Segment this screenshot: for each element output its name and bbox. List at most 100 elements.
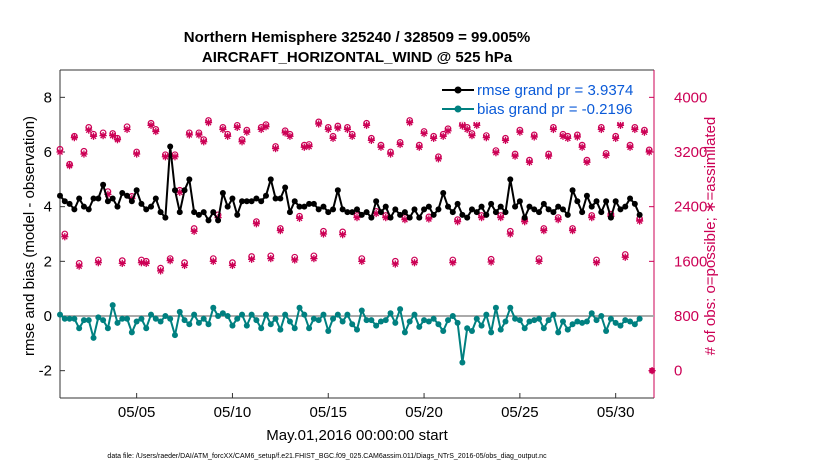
obs-assimilated-point (648, 367, 656, 375)
asterisk-stroke (612, 135, 619, 142)
asterisk-stroke (57, 149, 63, 155)
obs-assimilated-point (434, 155, 443, 163)
x-tick-label: 05/30 (597, 404, 635, 421)
bias-point (128, 329, 135, 336)
asterisk-stroke (243, 129, 250, 136)
legend: rmse grand pr = 3.9374 bias grand pr = -… (438, 78, 648, 122)
asterisk-stroke (71, 134, 78, 141)
asterisk-stroke (124, 126, 131, 133)
obs-assimilated-point (324, 125, 332, 134)
obs-assimilated-point (276, 226, 284, 235)
asterisk-stroke (425, 215, 432, 222)
obs-assimilated-point (252, 220, 261, 228)
obs-assimilated-point (497, 214, 505, 222)
obs-assimilated-point (142, 259, 150, 267)
rmse-point (449, 209, 456, 216)
rmse-point (593, 198, 600, 205)
rmse-point (502, 209, 509, 216)
bias-point (176, 308, 183, 315)
asterisk-stroke (133, 151, 140, 158)
bias-point (152, 315, 159, 322)
rmse-point (325, 209, 332, 216)
y-tick-label-right: 2400 (674, 199, 707, 216)
rmse-point (282, 184, 289, 191)
asterisk-stroke (229, 262, 236, 269)
bias-point (157, 318, 164, 325)
bias-point (373, 322, 380, 329)
rmse-point (186, 176, 193, 183)
rmse-point (521, 214, 528, 221)
rmse-point (128, 198, 135, 205)
bias-point (603, 328, 610, 335)
rmse-point (579, 209, 586, 216)
asterisk-stroke (186, 131, 193, 138)
bias-point (430, 315, 437, 322)
asterisk-stroke (349, 133, 356, 140)
obs-assimilated-point (65, 162, 74, 170)
rmse-point (171, 187, 178, 194)
bias-point (598, 313, 605, 319)
asterisk-stroke (344, 126, 351, 133)
asterisk-stroke (555, 216, 562, 223)
asterisk-stroke (272, 145, 279, 152)
rmse-point (622, 203, 629, 210)
obs-assimilated-point (56, 148, 64, 156)
rmse-point (148, 203, 155, 210)
rmse-point (583, 192, 590, 199)
obs-assimilated-point (444, 127, 452, 135)
y-tick-label-left: 2 (44, 253, 52, 270)
bias-point (109, 302, 116, 309)
asterisk-stroke (636, 218, 643, 224)
obs-assimilated-point (99, 132, 107, 140)
asterisk-stroke (397, 141, 404, 148)
asterisk-stroke (114, 136, 121, 143)
asterisk-stroke (421, 130, 428, 137)
rmse-point (387, 214, 394, 221)
bias-point (334, 311, 341, 318)
y-tick-label-right: 1600 (674, 253, 707, 270)
obs-assimilated-point (406, 119, 414, 127)
y-tick-label-right: 3200 (674, 144, 707, 161)
rmse-point (296, 203, 303, 210)
obs-assimilated-point (396, 140, 404, 149)
asterisk-stroke (95, 259, 102, 266)
asterisk-stroke (320, 231, 327, 237)
obs-assimilated-point (305, 142, 313, 151)
obs-assimilated-point (190, 227, 198, 235)
asterisk-stroke (631, 126, 638, 133)
asterisk-stroke (267, 255, 274, 262)
rmse-point (76, 195, 83, 202)
asterisk-stroke (224, 133, 231, 140)
rmse-point (277, 195, 284, 202)
bias-point (440, 328, 447, 335)
asterisk-stroke (210, 258, 217, 265)
obs-assimilated-point (267, 255, 275, 263)
obs-assimilated-point (353, 214, 361, 222)
bias-point (473, 315, 480, 322)
obs-assimilated-point (94, 259, 102, 267)
bias-point (239, 311, 246, 318)
obs-assimilated-point (171, 153, 179, 161)
bias-point (301, 311, 308, 318)
bias-point (516, 317, 523, 324)
rmse-point (210, 209, 217, 216)
rmse-point (569, 187, 576, 194)
obs-assimilated-point (238, 138, 246, 146)
obs-assimilated-point (300, 143, 308, 151)
legend-box (438, 78, 648, 122)
asterisk-stroke (483, 134, 490, 141)
asterisk-stroke (478, 214, 485, 221)
obs-assimilated-point (597, 125, 605, 134)
asterisk-stroke (61, 233, 68, 240)
bias-point (483, 311, 490, 318)
rmse-point (124, 192, 131, 199)
y-tick-label-left: 8 (44, 89, 52, 106)
rmse-point (95, 195, 102, 202)
bias-point (559, 318, 566, 325)
rmse-point (143, 206, 150, 213)
obs-assimilated-point (492, 149, 500, 157)
obs-assimilated-point (224, 132, 232, 140)
rmse-point (406, 214, 413, 221)
obs-assimilated-point (458, 122, 466, 130)
